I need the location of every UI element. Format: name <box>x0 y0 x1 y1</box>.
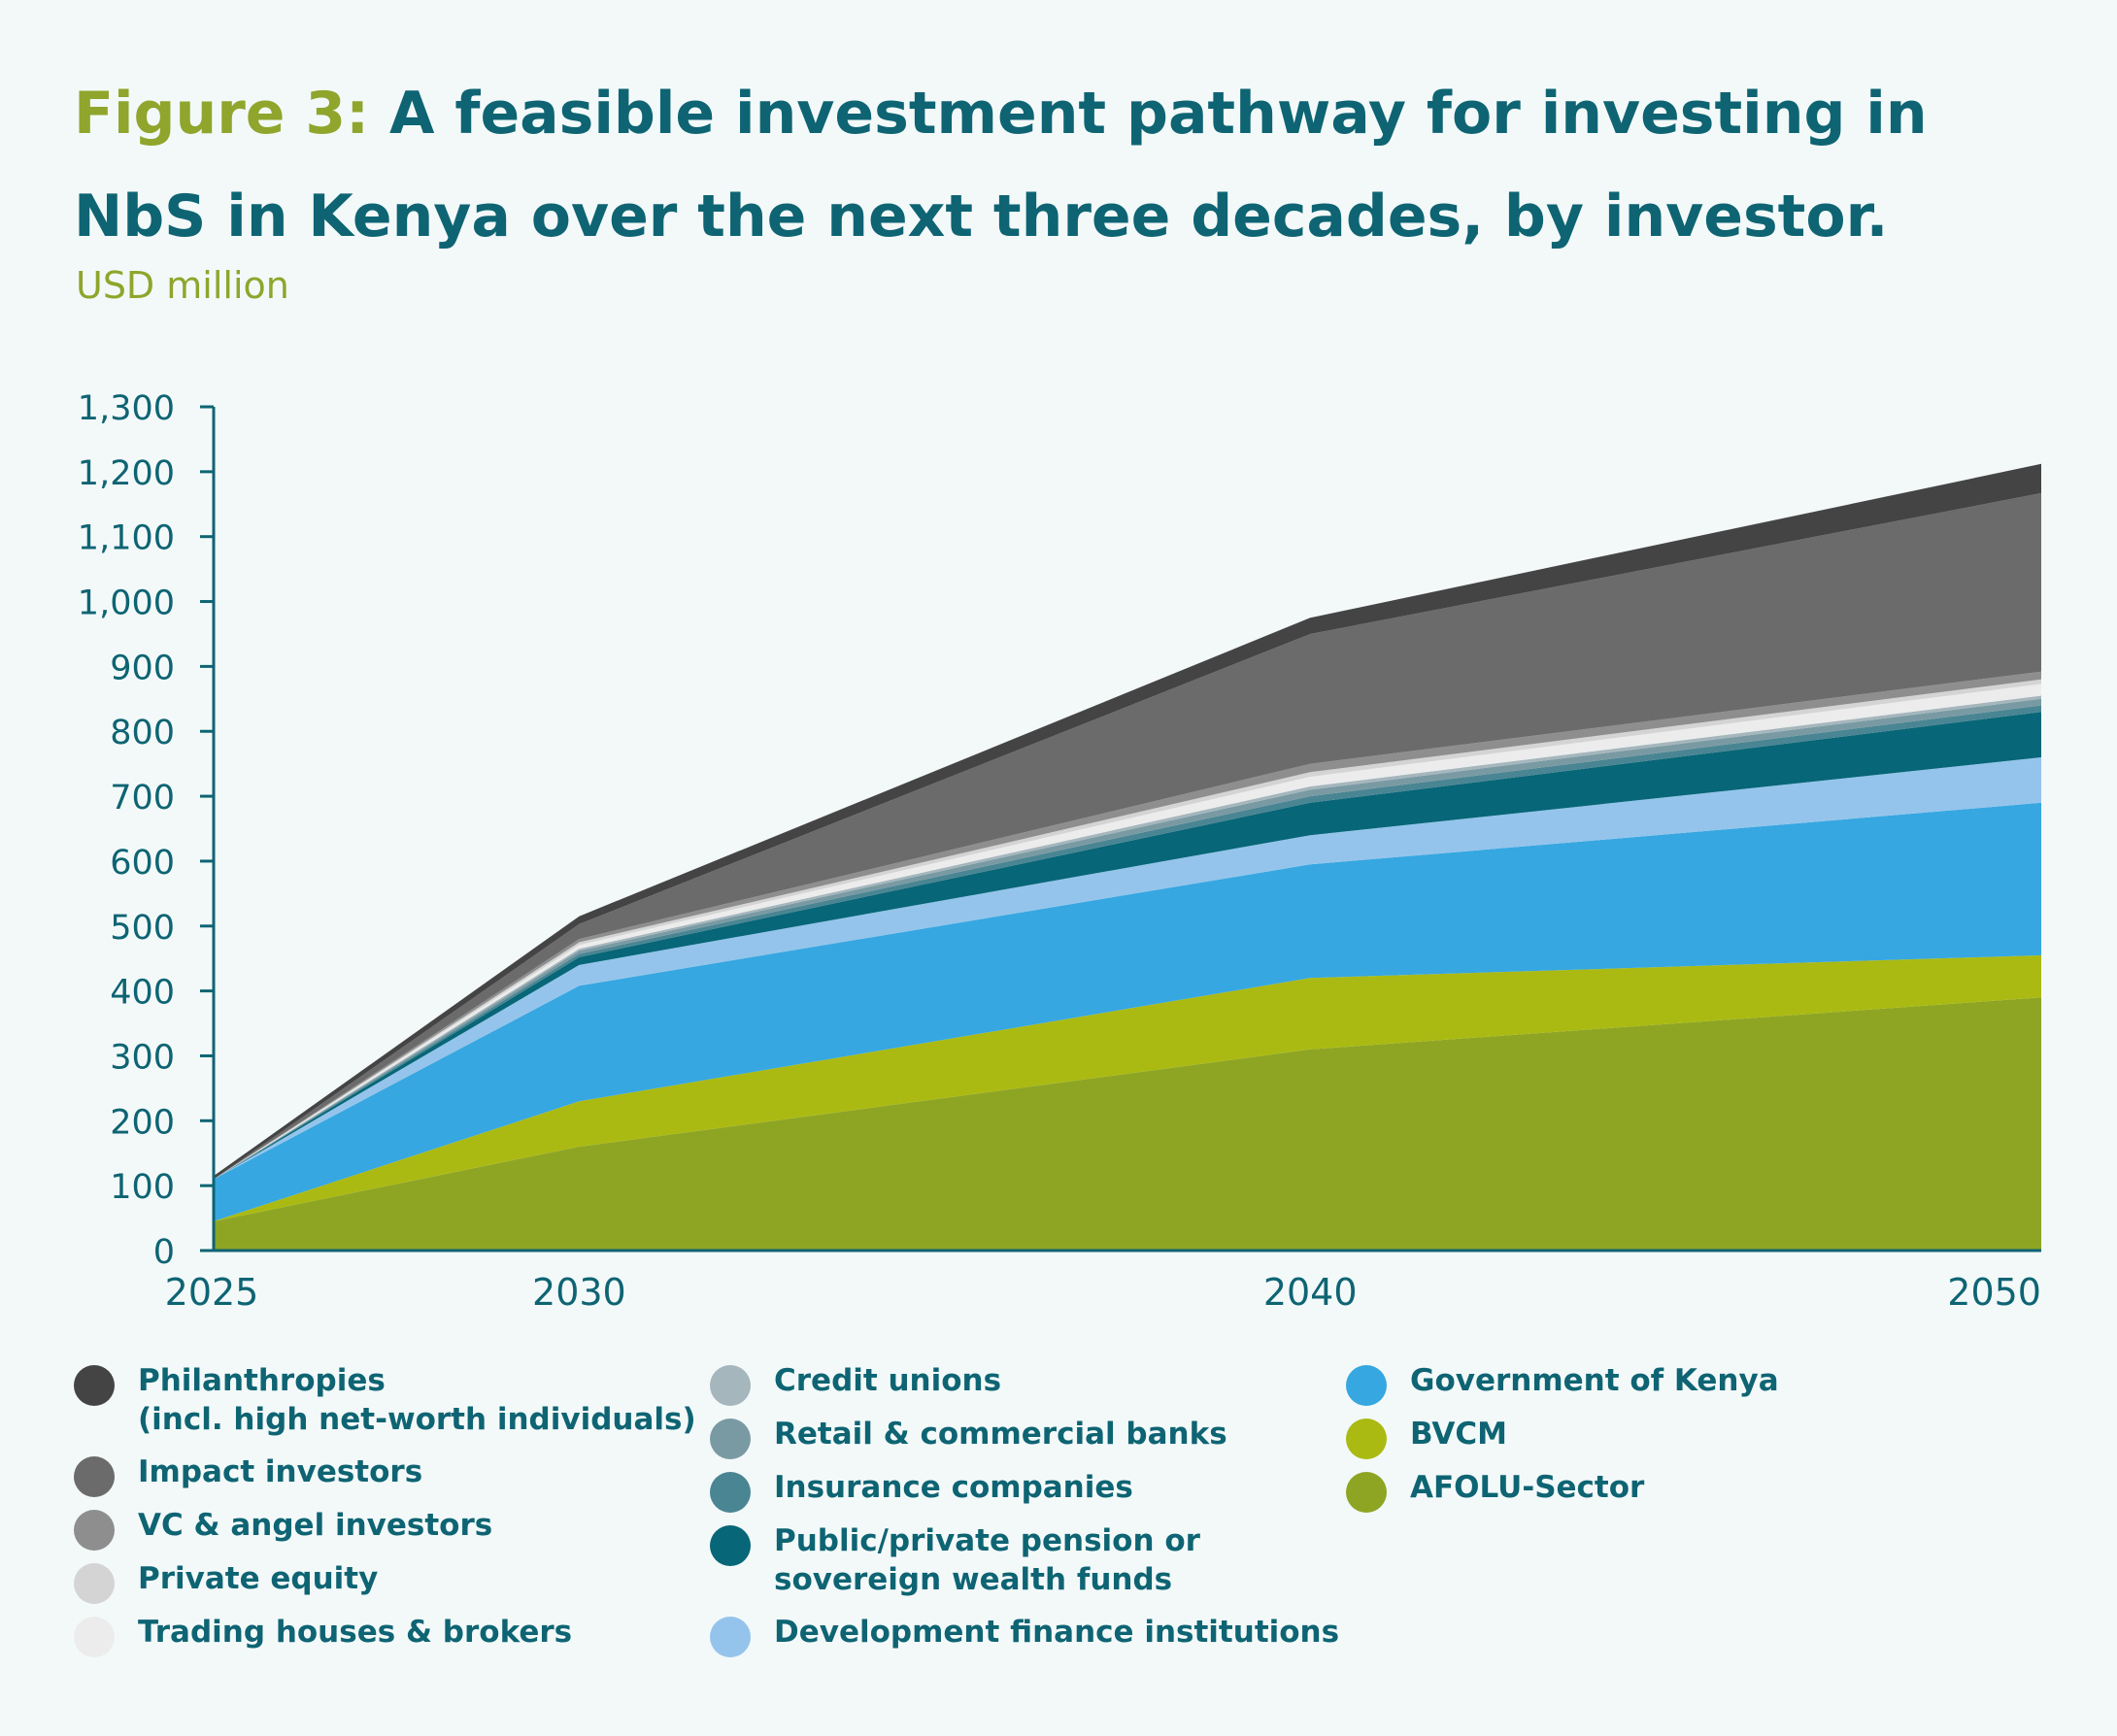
y-tick-label: 400 <box>110 974 175 1013</box>
y-tick-label: 500 <box>110 909 175 948</box>
stacked-area-chart: 0 100 200 300 400 500 600 700 800 900 1,000 1,100 1,… <box>78 389 2041 1314</box>
legend-label-line: Philanthropies <box>138 1363 386 1398</box>
legend-swatch <box>1346 1365 1387 1406</box>
legend-label-line: Development finance institutions <box>774 1615 1340 1650</box>
x-tick-label: 2025 <box>165 1271 259 1314</box>
y-tick-label: 600 <box>110 844 175 883</box>
legend-swatch <box>1346 1419 1387 1459</box>
area-government-of-kenya <box>214 802 2041 1221</box>
legend-label: Trading houses & brokers <box>138 1613 572 1652</box>
legend-swatch <box>1346 1472 1387 1513</box>
legend-label-line: sovereign wealth funds <box>774 1562 1173 1597</box>
legend-label: AFOLU-Sector <box>1410 1468 1644 1507</box>
y-tick-label: 200 <box>110 1103 175 1142</box>
x-tick-label: 2050 <box>1947 1271 2041 1314</box>
legend-label: Government of Kenya <box>1410 1361 1779 1400</box>
area-afolu-sector <box>214 997 2041 1251</box>
legend-label-line: Impact investors <box>138 1454 423 1489</box>
y-tick-label: 1,300 <box>78 389 175 428</box>
legend-swatch <box>710 1617 751 1657</box>
legend-swatch <box>74 1456 115 1497</box>
legend-label: Private equity <box>138 1559 378 1598</box>
legend-swatch <box>74 1510 115 1551</box>
legend-label-line: Public/private pension or <box>774 1523 1200 1558</box>
legend-swatch <box>74 1617 115 1657</box>
area-impact-investors <box>214 492 2041 1180</box>
chart-title: Figure 3: A feasible investment pathway … <box>74 62 2074 268</box>
y-tick-label: 1,200 <box>78 454 175 493</box>
legend-label: BVCM <box>1410 1415 1507 1453</box>
legend-label-line: Private equity <box>138 1561 379 1596</box>
y-tick-label: 800 <box>110 714 175 752</box>
legend-swatch <box>74 1365 115 1406</box>
title-text: A feasible investment pathway for invest… <box>74 80 1928 250</box>
x-tick-label: 2030 <box>532 1271 626 1314</box>
legend: Philanthropies (incl. high net-worth indi… <box>74 1361 2074 1682</box>
legend-swatch <box>710 1525 751 1566</box>
area-bvcm <box>214 954 2041 1221</box>
y-tick-label: 0 <box>153 1233 175 1272</box>
x-tick-label: 2040 <box>1263 1271 1358 1314</box>
legend-label-line: Credit unions <box>774 1363 1002 1398</box>
y-tick-label: 1,100 <box>78 519 175 558</box>
y-tick-label: 100 <box>110 1168 175 1207</box>
unit-label: USD million <box>76 264 289 307</box>
legend-swatch <box>710 1365 751 1406</box>
legend-label: Development finance institutions <box>774 1613 1339 1652</box>
legend-label: Impact investors <box>138 1452 422 1491</box>
legend-label: Insurance companies <box>774 1468 1133 1507</box>
legend-label: Public/private pension or sovereign wealt… <box>774 1521 1200 1599</box>
legend-label: Credit unions <box>774 1361 1001 1400</box>
legend-label: Retail & commercial banks <box>774 1415 1227 1453</box>
legend-label-line: (incl. high net-worth individuals) <box>138 1402 696 1437</box>
legend-label-line: BVCM <box>1410 1417 1507 1452</box>
legend-swatch <box>710 1472 751 1513</box>
legend-label: VC & angel investors <box>138 1506 492 1545</box>
y-tick-label: 300 <box>110 1038 175 1077</box>
legend-swatch <box>74 1563 115 1604</box>
legend-label-line: Trading houses & brokers <box>138 1615 573 1650</box>
area-development-finance-institutions <box>214 757 2041 1180</box>
y-tick-label: 700 <box>110 779 175 818</box>
legend-swatch <box>710 1419 751 1459</box>
legend-label-line: AFOLU-Sector <box>1410 1470 1645 1505</box>
legend-label-line: Retail & commercial banks <box>774 1417 1227 1452</box>
figure-label: Figure 3: <box>74 80 370 148</box>
y-tick-label: 1,000 <box>78 584 175 623</box>
legend-label-line: VC & angel investors <box>138 1508 493 1543</box>
area-public-private-pension-or-sovereign-wealth-funds <box>214 712 2041 1180</box>
y-tick-label: 900 <box>110 649 175 687</box>
legend-label-line: Insurance companies <box>774 1470 1133 1505</box>
legend-label-line: Government of Kenya <box>1410 1363 1779 1398</box>
legend-label: Philanthropies (incl. high net-worth indi… <box>138 1361 696 1439</box>
